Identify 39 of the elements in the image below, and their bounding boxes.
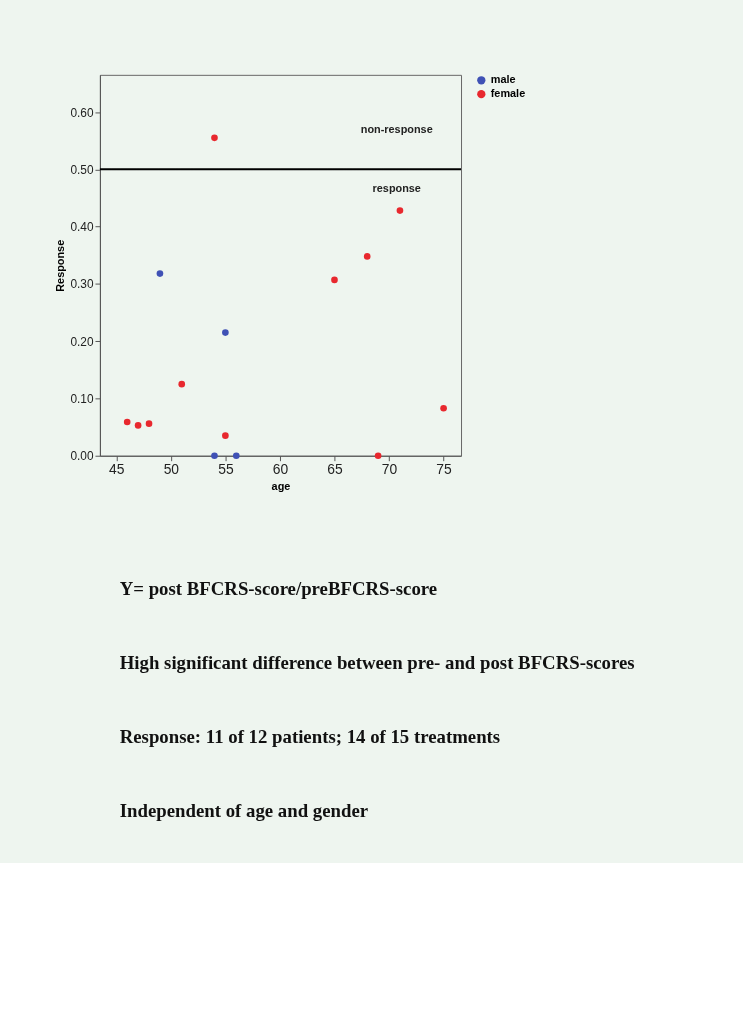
legend-label: male <box>490 73 516 86</box>
x-tick-label: 60 <box>272 461 289 478</box>
text: Response: 11 of 12 patients; 14 of 15 treatments <box>119 726 501 748</box>
y-tick-label: 0.60 <box>70 105 94 120</box>
y-tick-label: 0.00 <box>70 449 94 464</box>
x-tick-label: 70 <box>381 461 398 478</box>
y-tick-label: 0.10 <box>70 391 94 406</box>
text: Y= post BFCRS-score/preBFCRS-score <box>119 577 438 599</box>
annotation: non-response <box>360 122 433 135</box>
y-tick-label: 0.20 <box>70 334 94 349</box>
text: High significant difference between pre- and post BFCRS-scores <box>119 651 635 673</box>
annotation: response <box>372 182 421 195</box>
x-axis-title: age <box>271 479 291 492</box>
y-tick-label: 0.30 <box>70 277 94 292</box>
legend-label: female <box>490 87 526 100</box>
point <box>363 253 371 260</box>
point <box>211 452 218 460</box>
point <box>178 380 186 388</box>
point <box>222 329 229 336</box>
point <box>331 276 338 284</box>
point <box>134 422 142 429</box>
y-tick-label: 0.40 <box>70 220 94 235</box>
y-tick-label: 0.50 <box>70 162 94 177</box>
x-tick-label: 65 <box>327 461 343 478</box>
y-axis-title: Response <box>54 239 67 292</box>
point <box>440 404 447 412</box>
point <box>374 452 382 460</box>
x-tick-label: 75 <box>436 461 453 478</box>
text: Independent of age and gender <box>119 800 369 822</box>
point <box>156 270 164 277</box>
x-tick-label: 55 <box>218 461 234 478</box>
x-tick-label: 45 <box>109 461 125 478</box>
point <box>123 418 131 426</box>
point <box>222 432 229 439</box>
point <box>232 452 240 460</box>
point <box>145 420 153 427</box>
point <box>211 134 218 142</box>
x-tick-label: 50 <box>163 461 180 478</box>
point <box>396 207 404 214</box>
